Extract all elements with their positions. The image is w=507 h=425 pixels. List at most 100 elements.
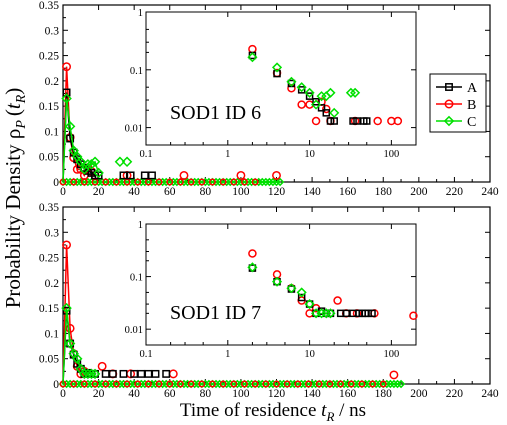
x-tick-label: 60 — [164, 186, 176, 198]
x-tick-label: 120 — [268, 388, 286, 400]
inset-data-point-A — [353, 117, 361, 125]
inset-data-point-C — [350, 87, 361, 98]
y-tick-label: 0.3 — [45, 227, 60, 239]
legend-label-A: A — [467, 81, 478, 96]
data-point-A — [151, 369, 160, 378]
data-point-zero — [209, 380, 216, 388]
inset-data-point-A — [349, 117, 357, 125]
inset-x-tick-label: 10 — [304, 349, 315, 360]
inset-data-point-B — [409, 311, 418, 320]
data-point-A — [62, 88, 71, 97]
inset-data-point-C — [325, 308, 336, 319]
data-point-zero — [241, 178, 248, 186]
data-point-zero — [230, 380, 238, 388]
inset-data-point-B — [393, 116, 403, 126]
inset-data-point-C — [286, 76, 297, 87]
inset-data-point-A — [330, 117, 338, 125]
data-point-B — [97, 361, 107, 371]
x-tick-label: 160 — [339, 388, 357, 400]
x-tick-label: 100 — [232, 186, 250, 198]
inset-y-tick-label: 0.01 — [125, 124, 143, 135]
data-point-zero — [305, 380, 312, 388]
data-point-A — [126, 171, 135, 180]
inset-frame — [145, 223, 417, 346]
series-line-C — [62, 308, 95, 385]
data-point-zero — [379, 380, 387, 388]
chart-panel-bottom: 0 20 40 60 80 100 120 140 160 180 200 220 240 0 0.05 0.… — [39, 202, 499, 400]
data-point-zero — [80, 380, 88, 388]
data-point-zero — [251, 178, 259, 186]
data-point-zero — [144, 380, 152, 388]
y-tick-label: 0.05 — [39, 152, 59, 164]
inset-x-tick-label: 100 — [384, 149, 400, 160]
data-point-C — [82, 368, 94, 380]
data-point-zero — [347, 380, 355, 388]
inset-data-point-B — [333, 296, 342, 305]
inset-data-point-C — [304, 299, 315, 310]
inset-data-point-C — [311, 99, 322, 110]
data-point-C — [64, 338, 76, 349]
data-point-zero — [198, 380, 206, 388]
data-point-zero — [176, 178, 184, 186]
data-point-zero — [134, 178, 142, 186]
inset-data-point-A — [364, 309, 372, 318]
legend: ABC — [429, 73, 487, 133]
y-tick-label: 0.15 — [39, 303, 59, 315]
inset-data-point-A — [317, 104, 326, 112]
y-tick-label: 0.15 — [39, 101, 59, 113]
inset-data-point-B — [322, 104, 331, 114]
inset-data-point-A — [297, 293, 306, 302]
inset-title: SOD1 ID 6 — [170, 102, 261, 124]
data-point-C — [75, 156, 87, 168]
data-point-C — [86, 368, 97, 380]
inset-data-point-A — [363, 117, 371, 125]
inset-x-tick-label: 1 — [225, 149, 230, 160]
x-tick-label: 40 — [128, 388, 140, 400]
data-point-zero — [112, 178, 120, 186]
inset-y-tick-label: 1 — [138, 220, 143, 231]
data-point-zero — [251, 380, 259, 388]
data-point-B — [168, 369, 178, 379]
data-point-zero — [102, 380, 110, 388]
x-tick-label: 200 — [410, 388, 428, 400]
x-tick-label: 240 — [481, 186, 499, 198]
data-point-zero — [337, 380, 344, 388]
data-point-zero — [155, 380, 163, 388]
data-point-zero — [187, 178, 195, 186]
data-point-zero — [219, 380, 227, 388]
chart-panel-top: 0 20 40 60 80 100 120 140 160 180 200 220 240 0 0.05 0.… — [39, 0, 499, 198]
y-tick-label: 0.3 — [45, 25, 60, 37]
inset-data-point-B — [373, 116, 382, 126]
data-point-C — [68, 145, 79, 156]
inset-data-point-C — [296, 287, 307, 298]
inset-data-point-A — [297, 86, 306, 94]
x-tick-label: 180 — [375, 388, 393, 400]
data-point-A — [148, 171, 156, 180]
x-tick-label: 0 — [60, 388, 66, 400]
data-point-zero — [198, 178, 206, 186]
inset-x-tick-label: 0.1 — [139, 349, 152, 360]
x-tick-label: 140 — [303, 186, 321, 198]
data-point-B — [236, 170, 246, 180]
data-point-zero — [209, 178, 216, 186]
x-tick-label: 60 — [164, 388, 176, 400]
x-tick-label: 220 — [446, 388, 464, 400]
legend-label-B: B — [467, 98, 476, 113]
data-point-zero — [358, 380, 366, 388]
inset-y-tick-label: 0.01 — [125, 325, 143, 336]
y-tick-label: 0.35 — [39, 202, 59, 214]
inset-frame — [145, 11, 417, 146]
data-point-zero — [241, 380, 248, 388]
x-tick-label: 80 — [200, 388, 212, 400]
legend-marker-B — [444, 99, 454, 109]
x-tick-label: 200 — [410, 186, 428, 198]
data-point-zero — [326, 380, 334, 388]
data-point-zero — [273, 380, 280, 388]
y-tick-label: 0.35 — [39, 0, 59, 12]
legend-label-C: C — [467, 115, 476, 130]
y-tick-label: 0.25 — [39, 51, 59, 63]
x-tick-label: 100 — [232, 388, 250, 400]
data-point-A — [137, 369, 146, 378]
legend-frame — [429, 73, 487, 133]
inset-data-point-B — [248, 249, 257, 258]
